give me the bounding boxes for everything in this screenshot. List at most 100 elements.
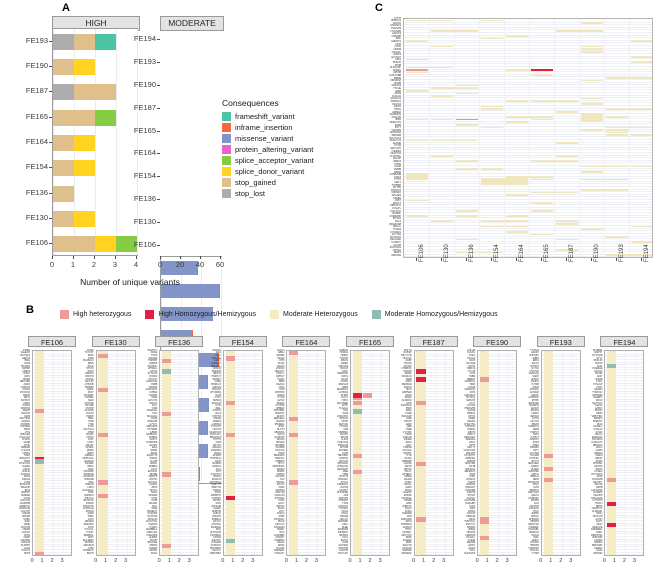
grid-row-line: [96, 398, 135, 400]
panel-b-gene-label: F3SL92: [21, 478, 30, 482]
legend-item[interactable]: inframe_insertion: [222, 122, 314, 133]
grid-row-line: [223, 440, 262, 442]
panel-b-variant-cell: [416, 377, 426, 382]
panel-b-legend-item[interactable]: High heterozygous: [60, 310, 131, 319]
panel-b-gene-label: EUSVF: [530, 406, 539, 410]
panel-b-gene-label: CCL78M: [529, 451, 539, 455]
panel-b-gene-label: 4H2A: [278, 385, 285, 389]
grid-row-line: [605, 395, 644, 397]
legend-item[interactable]: splice_acceptor_variant: [222, 155, 314, 166]
panel-b-gene-label: CESXAAI: [528, 372, 539, 376]
bar-segment: [207, 375, 208, 390]
grid-row-line: [223, 464, 262, 466]
grid-row-line: [414, 517, 453, 519]
panel-c-gene-label: MT79N: [392, 186, 401, 190]
panel-b-gene-label: DDV7: [23, 396, 30, 400]
grid-row-line: [96, 390, 135, 392]
panel-b-gene-label: EY7F2: [531, 367, 539, 371]
panel-b-variant-cell: [289, 351, 299, 356]
grid-row-line: [351, 514, 389, 516]
grid-col-line: [190, 351, 192, 555]
panel-b-gene-label: K6RLI: [23, 401, 31, 405]
panel-b-moderate-band: [161, 351, 172, 555]
grid-row-line: [33, 446, 71, 448]
legend-item[interactable]: protein_altering_variant: [222, 144, 314, 155]
panel-b-gene-label: 2644U48: [211, 504, 221, 508]
panel-b-gene-label: Y7K8: [87, 422, 94, 426]
grid-row-line: [160, 432, 199, 434]
panel-b-gene-label: 2BHHG: [467, 412, 476, 416]
panel-b-gene-label: A8LCIK: [85, 443, 94, 447]
panel-b-gene-label: UATGO: [148, 401, 158, 405]
panel-b-gene-label: DPH1IT: [276, 375, 285, 379]
grid-row-line: [287, 506, 326, 508]
grid-row-line: [160, 509, 199, 511]
heatmap-cell: [405, 40, 428, 43]
grid-row-line: [605, 506, 644, 508]
panel-b-gene-label: 7NTA: [469, 372, 476, 376]
heatmap-cell: [480, 168, 503, 170]
grid-row-line: [605, 490, 644, 492]
panel-a-axis-title: Number of unique variants: [80, 277, 180, 287]
panel-b-gene-label: G1T3: [87, 517, 94, 521]
panel-b-legend-item[interactable]: Moderate Heterozygous: [270, 310, 358, 319]
tick-mark: [52, 256, 53, 259]
panel-b-gene-label: UHZ7: [596, 385, 603, 389]
panel-c: C FE106 FE130 FE136 FE154 FE164 FE165 FE187 FE1…: [345, 0, 669, 300]
panel-b-gene-label: 5VCMM: [530, 454, 539, 458]
panel-b-gene-label: FR9CZ: [22, 369, 30, 373]
grid-row-line: [351, 422, 389, 424]
grid-row-line: [223, 461, 262, 463]
grid-row-line: [223, 430, 262, 432]
panel-b-legend-label: High Homozygous/Hemizygous: [158, 311, 257, 318]
legend-item[interactable]: stop_lost: [222, 188, 314, 199]
legend-item[interactable]: stop_gained: [222, 177, 314, 188]
grid-row-line: [223, 395, 262, 397]
panel-b-gene-label: NHP2ON: [528, 517, 539, 521]
heatmap-cell: [580, 45, 603, 48]
panel-b-gene-label: I7DB5: [150, 383, 158, 387]
panel-b-gene-label: 2T157DO: [210, 544, 221, 548]
panel-b-gene-label: YDE7: [469, 475, 476, 479]
panel-b-gene-label: YKGZ6V: [402, 491, 412, 495]
grid-row-line: [605, 467, 644, 469]
panel-b-gene-label: EBX4: [532, 359, 539, 363]
panel-b-plot-fe130: [95, 350, 136, 556]
panel-b-gene-label: MTRIAC: [529, 388, 539, 392]
grid-row-line: [223, 549, 262, 551]
panel-b-gene-label: ZORX37D: [337, 414, 348, 418]
grid-row-line: [33, 483, 71, 485]
grid-row-line: [287, 475, 326, 477]
grid-row-line: [414, 472, 453, 474]
grid-row-line: [287, 525, 326, 527]
panel-b-gene-label: LV6NY: [467, 544, 476, 548]
panel-b-gene-label: IVM7Y7: [466, 446, 476, 450]
panel-b-gene-label: Y1M3SXP: [527, 546, 539, 550]
panel-b-variant-cell: [289, 480, 299, 485]
panel-b-gene-label: ZF1Z: [596, 422, 603, 426]
legend-item[interactable]: missense_variant: [222, 133, 314, 144]
panel-b-gene-label: NRMU6: [594, 541, 603, 545]
panel-b-gene-label: HY3K: [23, 443, 30, 447]
panel-b-gene-label: 79K34VT: [274, 456, 285, 460]
panel-b-variant-cell: [289, 432, 299, 438]
panel-b-gene-label: F2F31P: [466, 512, 476, 516]
panel-b-variant-cell: [289, 417, 299, 422]
grid-row-line: [414, 543, 453, 545]
panel-b-gene-label: MV15C: [212, 499, 221, 503]
panel-b-gene-label: 3CP5UZE: [528, 401, 539, 405]
grid-row-line: [160, 356, 199, 358]
panel-b-gene-label: 4SG5XA: [20, 472, 30, 476]
panel-b-gene-label: 8D5F: [405, 536, 412, 540]
panel-b-gene-label: 5N8H79: [148, 475, 158, 479]
legend-item[interactable]: splice_donor_variant: [222, 166, 314, 177]
panel-b-gene-label: YIY5I: [405, 454, 412, 458]
panel-b-legend-item[interactable]: High Homozygous/Hemizygous: [145, 310, 256, 319]
panel-b-gene-label: GRLOUT: [274, 369, 285, 373]
grid-row-line: [541, 395, 580, 397]
grid-row-line: [287, 527, 326, 529]
legend-item[interactable]: frameshift_variant: [222, 111, 314, 122]
panel-b-gene-label: SU5UU: [22, 470, 30, 474]
panel-b-legend-item[interactable]: Moderate Homozygous/Hemizygous: [371, 310, 498, 319]
panel-b-gene-label: IEKD: [24, 520, 31, 524]
